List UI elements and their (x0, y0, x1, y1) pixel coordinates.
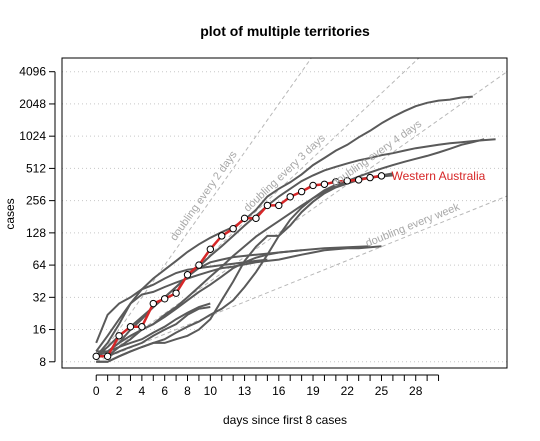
series-line (96, 172, 394, 363)
x-tick-label: 4 (139, 384, 146, 398)
reference-line (96, 195, 507, 363)
highlight-point (160, 295, 169, 303)
chart-title: plot of multiple territories (200, 23, 370, 39)
y-tick-label: 512 (26, 161, 46, 175)
highlight-point (240, 214, 249, 223)
y-tick-label: 64 (33, 258, 47, 272)
highlight-point (354, 176, 363, 184)
y-tick-label: 256 (26, 194, 46, 208)
highlight-point (115, 332, 123, 340)
y-tick-label: 8 (39, 355, 46, 369)
reference-line-label: doubling every week (364, 201, 462, 250)
highlight-point (183, 271, 192, 279)
y-tick-label: 32 (33, 290, 47, 304)
series-line (96, 138, 485, 358)
highlight-point (229, 224, 237, 233)
series-line (96, 306, 211, 358)
series-line (95, 258, 268, 344)
highlight-point (275, 201, 283, 210)
highlight-point (366, 173, 374, 182)
series-line (95, 302, 211, 358)
highlight-series: Western Australia (92, 169, 486, 361)
y-tick-label: 128 (26, 226, 46, 240)
x-tick-label: 6 (161, 384, 168, 398)
y-axis: 8 16 32 64 128 256 512 1024 2048 4096 (19, 65, 56, 369)
highlight-point (320, 180, 329, 188)
y-tick-label: 2048 (19, 97, 46, 111)
highlight-point (343, 177, 351, 185)
x-tick-label: 25 (375, 384, 389, 398)
highlight-point (138, 323, 146, 331)
highlight-point (263, 201, 272, 210)
x-tick-label: 0 (93, 384, 100, 398)
highlight-point (286, 193, 294, 201)
highlight-point (103, 352, 112, 361)
x-tick-label: 8 (184, 384, 191, 398)
highlight-point (332, 178, 340, 186)
highlight-point (218, 232, 226, 240)
y-tick-label: 16 (33, 323, 47, 337)
y-tick-label: 1024 (19, 129, 46, 143)
highlight-point (297, 187, 306, 196)
series-lines (95, 95, 496, 363)
highlight-point (149, 299, 157, 308)
x-axis-label: days since first 8 cases (223, 413, 347, 427)
highlight-point (309, 181, 317, 190)
highlight-point (172, 289, 180, 297)
x-tick-label: 22 (341, 384, 355, 398)
highlight-point (195, 261, 203, 269)
highlight-point (377, 172, 386, 180)
x-axis: 0 2 4 6 8 10 13 16 19 22 25 28 (93, 374, 440, 398)
x-tick-label: 28 (409, 384, 423, 398)
highlight-point (206, 245, 215, 253)
highlight-label: Western Australia (391, 169, 485, 183)
y-tick-label: 4096 (19, 65, 46, 79)
x-tick-label: 19 (306, 384, 320, 398)
y-axis-label: cases (3, 198, 17, 229)
highlight-point (126, 323, 135, 331)
plot-frame (61, 57, 508, 369)
x-tick-label: 13 (238, 384, 252, 398)
x-tick-label: 16 (272, 384, 286, 398)
series-line (95, 95, 473, 352)
highlight-point (252, 214, 260, 223)
x-tick-label: 2 (116, 384, 123, 398)
highlight-point (92, 352, 100, 361)
x-tick-label: 10 (204, 384, 218, 398)
